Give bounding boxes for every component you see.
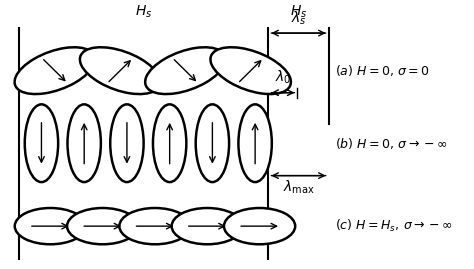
Text: $(b)\ H=0,\,\sigma\rightarrow-\infty$: $(b)\ H=0,\,\sigma\rightarrow-\infty$ xyxy=(335,136,448,151)
Ellipse shape xyxy=(80,47,160,94)
Ellipse shape xyxy=(67,208,138,244)
Ellipse shape xyxy=(172,208,243,244)
Text: $H_s$: $H_s$ xyxy=(135,4,153,20)
Text: $\lambda_{\mathrm{max}}$: $\lambda_{\mathrm{max}}$ xyxy=(283,178,314,196)
Ellipse shape xyxy=(196,104,229,182)
Ellipse shape xyxy=(15,208,86,244)
Ellipse shape xyxy=(238,104,272,182)
Ellipse shape xyxy=(67,104,101,182)
Ellipse shape xyxy=(145,47,226,94)
Ellipse shape xyxy=(110,104,144,182)
Ellipse shape xyxy=(15,47,95,94)
Text: $(c)\ H=H_s,\,\sigma\rightarrow-\infty$: $(c)\ H=H_s,\,\sigma\rightarrow-\infty$ xyxy=(335,218,453,234)
Text: $\lambda_s$: $\lambda_s$ xyxy=(291,9,306,27)
Text: $\lambda_0$: $\lambda_0$ xyxy=(275,69,291,86)
Text: $(a)\ H=0,\,\sigma=0$: $(a)\ H=0,\,\sigma=0$ xyxy=(335,63,430,78)
Text: $H_s$: $H_s$ xyxy=(290,4,307,20)
Ellipse shape xyxy=(25,104,58,182)
Ellipse shape xyxy=(224,208,295,244)
Ellipse shape xyxy=(153,104,186,182)
Ellipse shape xyxy=(119,208,191,244)
Ellipse shape xyxy=(210,47,291,94)
